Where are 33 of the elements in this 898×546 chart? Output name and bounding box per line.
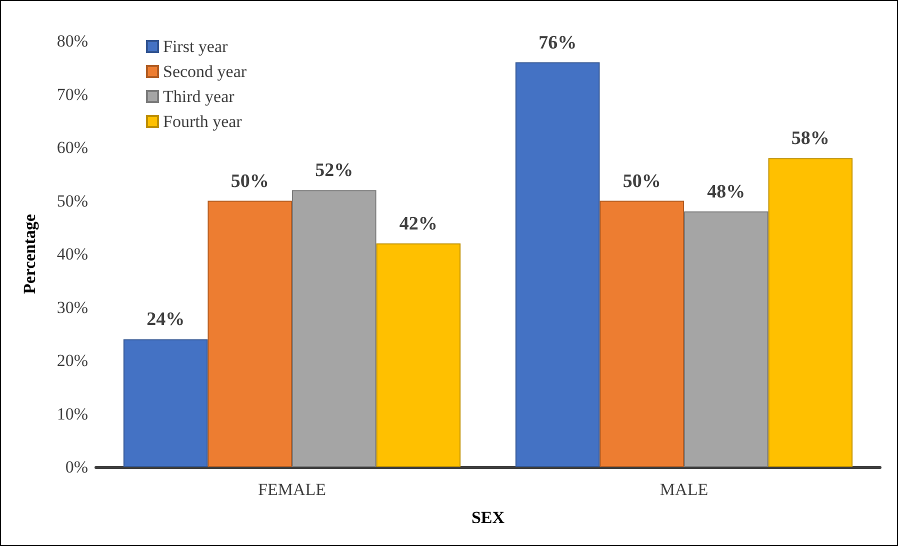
legend-label: Third year	[163, 87, 235, 106]
x-axis-title: SEX	[471, 508, 506, 527]
data-label: 52%	[315, 160, 354, 182]
y-tick-label: 40%	[56, 244, 88, 264]
bar	[208, 200, 292, 467]
x-tick-label: FEMALE	[258, 480, 326, 499]
y-tick-label: 0%	[65, 458, 88, 476]
data-label: 24%	[146, 309, 185, 330]
legend-label: Second year	[163, 62, 247, 81]
x-tick-label: MALE	[660, 480, 708, 499]
y-tick-label: 50%	[56, 191, 88, 210]
bar	[123, 339, 208, 467]
y-tick-label: 10%	[56, 404, 88, 424]
data-label: 76%	[538, 32, 577, 54]
y-tick-label: 80%	[56, 32, 88, 50]
bar	[292, 190, 376, 467]
y-tick-label: 20%	[56, 351, 88, 370]
bar	[768, 158, 853, 467]
bar	[684, 211, 768, 467]
data-label: 42%	[399, 213, 438, 234]
y-tick-label: 60%	[56, 138, 88, 157]
y-axis-title: Percentage	[20, 214, 39, 294]
bar	[515, 62, 600, 467]
data-label: 58%	[791, 128, 830, 150]
data-label: 50%	[230, 170, 269, 192]
bar	[600, 200, 684, 467]
bar	[376, 243, 461, 467]
data-label: 48%	[707, 181, 746, 202]
legend-label: Fourth year	[163, 112, 242, 131]
legend-label: First year	[163, 37, 228, 56]
data-label: 50%	[622, 170, 661, 192]
y-tick-label: 70%	[56, 84, 88, 104]
y-tick-label: 30%	[56, 298, 88, 317]
